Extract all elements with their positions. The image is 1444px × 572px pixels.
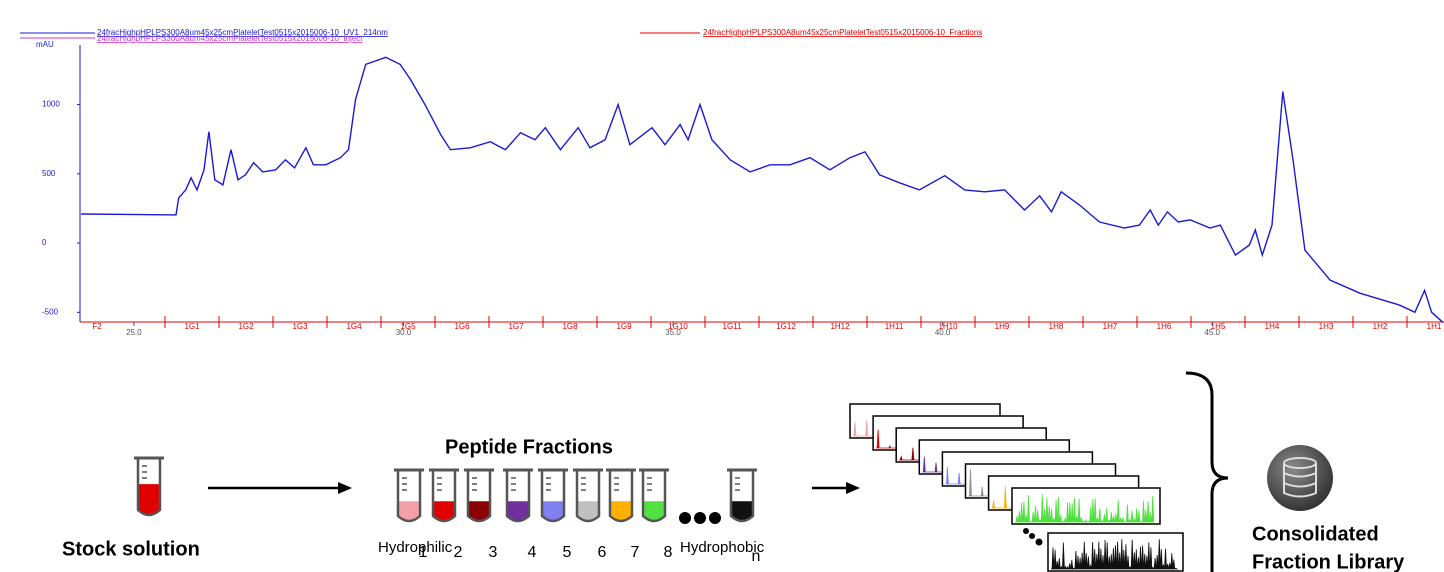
fraction-label: 1H8 — [1049, 322, 1064, 331]
trace — [81, 56, 1444, 323]
fraction-label: 1H6 — [1157, 322, 1172, 331]
tube-body — [729, 470, 755, 523]
fraction-label: 1G7 — [508, 322, 524, 331]
x-tick-label: 25.0 — [126, 328, 142, 337]
tube-body — [575, 470, 601, 523]
database-icon — [1267, 445, 1333, 511]
fraction-label: 1H1 — [1427, 322, 1442, 331]
y-tick-label: 0 — [42, 238, 47, 247]
tube-liquid — [731, 501, 753, 521]
fraction-label: 1G9 — [616, 322, 632, 331]
fraction-label: 1G3 — [292, 322, 308, 331]
fraction-label: 1H4 — [1265, 322, 1280, 331]
fraction-label: 1H2 — [1373, 322, 1388, 331]
tube-liquid — [542, 501, 564, 521]
legend-label: 24fracHighpHPLPS300A8um45x25cmPlateletTe… — [703, 28, 982, 37]
x-tick-label: 45.0 — [1204, 328, 1220, 337]
chromatogram-stack — [849, 403, 1184, 572]
x-tick-label: 30.0 — [396, 328, 412, 337]
fractions-title: Peptide Fractions — [445, 436, 613, 458]
tube-body — [505, 470, 531, 523]
tube-number: 2 — [454, 544, 463, 561]
y-tick-label: -500 — [42, 307, 59, 316]
tube-number: 8 — [664, 544, 673, 561]
tube-body — [540, 470, 566, 523]
tube-liquid — [507, 501, 529, 521]
tube-body — [431, 470, 457, 523]
mini-trace — [1015, 494, 1155, 523]
fraction-label: 1G10 — [668, 322, 688, 331]
fraction-label: 1H7 — [1103, 322, 1118, 331]
tube-body — [136, 458, 162, 517]
fraction-label: F2 — [92, 322, 102, 331]
legend-label: 24fracHighpHPLPS300A8um45x25cmPlateletTe… — [97, 34, 363, 43]
tube-number: n — [752, 548, 761, 565]
stock-label: Stock solution — [62, 538, 200, 560]
library-label: Consolidated — [1252, 523, 1379, 545]
fraction-label: 1H3 — [1319, 322, 1334, 331]
x-tick-label: 40.0 — [935, 328, 951, 337]
fraction-label: 1H11 — [885, 322, 904, 331]
fraction-label: 1G5 — [400, 322, 416, 331]
arrows — [208, 482, 860, 494]
fraction-label: 1G2 — [238, 322, 254, 331]
tube-body — [641, 470, 667, 523]
tube-number: 7 — [631, 544, 640, 561]
tube-number: 3 — [489, 544, 498, 561]
x-tick-label: 35.0 — [665, 328, 681, 337]
fraction-label: 1G8 — [562, 322, 578, 331]
fraction-label: 1H10 — [938, 322, 958, 331]
mini-trace — [1051, 539, 1179, 570]
fraction-label: 1H5 — [1211, 322, 1226, 331]
tube-liquid — [610, 501, 632, 521]
fraction-label: 1G4 — [346, 322, 362, 331]
tube-number: 1 — [419, 544, 428, 561]
tube-body — [466, 470, 492, 523]
tube-liquid — [433, 501, 455, 521]
fraction-label: 1H9 — [995, 322, 1010, 331]
y-axis-label: mAU — [36, 40, 54, 49]
y-tick-label: 1000 — [42, 100, 60, 109]
hydrophilic-label: Hydrophilic — [378, 539, 453, 556]
fraction-label: 1H12 — [830, 322, 850, 331]
tube-liquid — [398, 501, 420, 521]
dots — [679, 512, 1043, 546]
brace — [1185, 371, 1229, 572]
hydrophobic-label: Hydrophobic — [680, 539, 765, 556]
fraction-label: 1G1 — [184, 322, 200, 331]
fraction-label: 1G6 — [454, 322, 470, 331]
tube-number: 4 — [528, 544, 537, 561]
tube-body — [608, 470, 634, 523]
tube-number: 5 — [563, 544, 572, 561]
fraction-label: 1G11 — [723, 322, 743, 331]
tube-body — [396, 470, 422, 523]
tube-liquid — [643, 501, 665, 521]
tube-liquid — [577, 501, 599, 521]
tube-liquid — [138, 484, 160, 515]
tube-liquid — [468, 501, 490, 521]
legend-label: 24fracHighpHPLPS300A8um45x25cmPlateletTe… — [97, 28, 388, 37]
y-tick-label: 500 — [42, 169, 56, 178]
library-label: Fraction Library — [1252, 551, 1405, 572]
tube-number: 6 — [598, 544, 607, 561]
fraction-label: 1G12 — [776, 322, 796, 331]
